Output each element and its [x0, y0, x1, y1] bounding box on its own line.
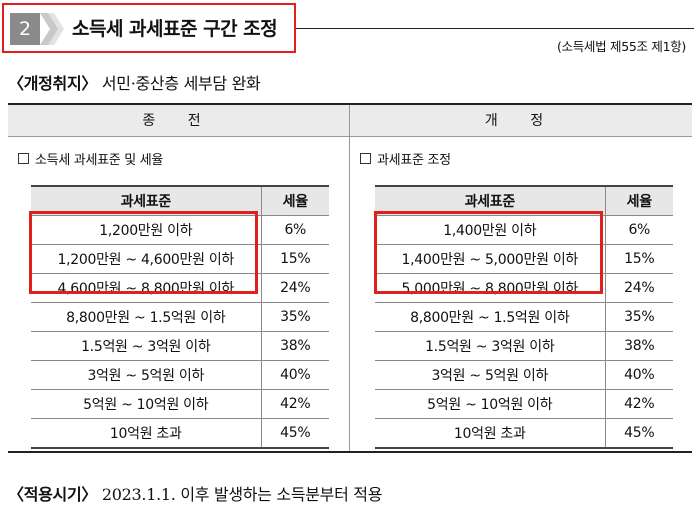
- table-row: 8,800만원 ~ 1.5억원 이하 35%: [375, 302, 673, 332]
- comparison-top-border: [8, 103, 692, 105]
- table-row: 5억원 ~ 10억원 이하 42%: [375, 389, 673, 419]
- before-subtitle: 소득세 과세표준 및 세율: [18, 149, 163, 168]
- tax-base-cell: 10억원 초과: [31, 418, 262, 449]
- after-rate-table: 과세표준 세율 1,400만원 이하 6% 1,400만원 ~ 5,000만원 이…: [375, 185, 673, 449]
- tax-rate-cell: 38%: [260, 331, 329, 361]
- effective-label: 〈적용시기〉: [8, 485, 98, 504]
- effective-text: 2023.1.1. 이후 발생하는 소득분부터 적용: [101, 485, 383, 504]
- comparison-bottom-border: [8, 451, 692, 453]
- table-row: 3억원 ~ 5억원 이하 40%: [375, 360, 673, 390]
- after-subtitle: 과세표준 조정: [360, 149, 451, 168]
- header-highlight-box: [2, 3, 296, 53]
- tax-base-cell: 3억원 ~ 5억원 이하: [375, 360, 606, 390]
- section-title: 소득세 과세표준 구간 조정: [72, 18, 278, 40]
- tax-rate-cell: 45%: [260, 418, 329, 449]
- tax-base-header: 과세표준: [375, 185, 606, 216]
- before-rate-table: 과세표준 세율 1,200만원 이하 6% 1,200만원 ~ 4,600만원 이…: [31, 185, 329, 449]
- tax-rate-cell: 45%: [604, 418, 673, 449]
- tax-rate-cell: 24%: [260, 273, 329, 303]
- table-header-row: 과세표준 세율: [375, 185, 673, 216]
- before-subtitle-text: 소득세 과세표준 및 세율: [35, 153, 164, 168]
- section-number-badge: 2: [10, 13, 40, 45]
- tax-rate-cell: 24%: [604, 273, 673, 303]
- checkbox-bullet-icon: [18, 153, 29, 164]
- tax-rate-cell: 6%: [260, 215, 329, 245]
- header-divider: [296, 28, 694, 29]
- tax-rate-header: 세율: [260, 185, 329, 216]
- tax-rate-cell: 40%: [604, 360, 673, 390]
- tax-rate-cell: 40%: [260, 360, 329, 390]
- after-changed-rows-highlight: [374, 211, 603, 294]
- tax-base-cell: 3억원 ~ 5억원 이하: [31, 360, 262, 390]
- purpose-line: 〈개정취지〉 서민·중산층 세부담 완화: [8, 70, 261, 94]
- table-row: 1,200만원 ~ 4,600만원 이하 15%: [31, 244, 329, 274]
- tax-rate-cell: 42%: [604, 389, 673, 419]
- tax-rate-cell: 38%: [604, 331, 673, 361]
- effective-date-line: 〈적용시기〉 2023.1.1. 이후 발생하는 소득분부터 적용: [8, 481, 382, 505]
- tax-base-cell: 5억원 ~ 10억원 이하: [375, 389, 606, 419]
- purpose-label: 〈개정취지〉: [8, 74, 98, 93]
- law-reference: (소득세법 제55조 제1항): [556, 39, 686, 54]
- checkbox-bullet-icon: [360, 153, 371, 164]
- tax-rate-cell: 15%: [604, 244, 673, 274]
- tax-base-cell: 1.5억원 ~ 3억원 이하: [375, 331, 606, 361]
- table-row: 5,000만원 ~ 8,800만원 이하 24%: [375, 273, 673, 303]
- column-header-band: [8, 105, 692, 137]
- tax-base-cell: 10억원 초과: [375, 418, 606, 449]
- table-row: 1,400만원 이하 6%: [375, 215, 673, 245]
- table-row: 1.5억원 ~ 3억원 이하 38%: [375, 331, 673, 361]
- tax-rate-cell: 6%: [604, 215, 673, 245]
- table-row: 1.5억원 ~ 3억원 이하 38%: [31, 331, 329, 361]
- tax-base-header: 과세표준: [31, 185, 262, 216]
- tax-base-cell: 8,800만원 ~ 1.5억원 이하: [31, 302, 262, 332]
- tax-rate-cell: 42%: [260, 389, 329, 419]
- tax-rate-cell: 35%: [260, 302, 329, 332]
- purpose-text: 서민·중산층 세부담 완화: [101, 74, 261, 93]
- tax-base-cell: 1,200만원 ~ 4,600만원 이하: [31, 244, 262, 274]
- tax-base-cell: 1,400만원 이하: [375, 215, 606, 245]
- tax-base-cell: 5억원 ~ 10억원 이하: [31, 389, 262, 419]
- tax-rate-cell: 35%: [604, 302, 673, 332]
- double-chevron-icon: [40, 13, 64, 45]
- table-header-row: 과세표준 세율: [31, 185, 329, 216]
- tax-rate-header: 세율: [604, 185, 673, 216]
- tax-base-cell: 1.5억원 ~ 3억원 이하: [31, 331, 262, 361]
- after-column-title: 개 정: [484, 113, 558, 129]
- table-row: 8,800만원 ~ 1.5억원 이하 35%: [31, 302, 329, 332]
- tax-rate-cell: 15%: [260, 244, 329, 274]
- tax-base-cell: 1,200만원 이하: [31, 215, 262, 245]
- table-row: 10억원 초과 45%: [31, 418, 329, 449]
- tax-base-cell: 8,800만원 ~ 1.5억원 이하: [375, 302, 606, 332]
- table-row: 5억원 ~ 10억원 이하 42%: [31, 389, 329, 419]
- table-row: 1,200만원 이하 6%: [31, 215, 329, 245]
- after-subtitle-text: 과세표준 조정: [377, 153, 451, 168]
- table-row: 3억원 ~ 5억원 이하 40%: [31, 360, 329, 390]
- before-changed-rows-highlight: [29, 211, 258, 294]
- column-divider: [349, 105, 350, 451]
- table-row: 10억원 초과 45%: [375, 418, 673, 449]
- before-column-title: 종 전: [142, 113, 215, 129]
